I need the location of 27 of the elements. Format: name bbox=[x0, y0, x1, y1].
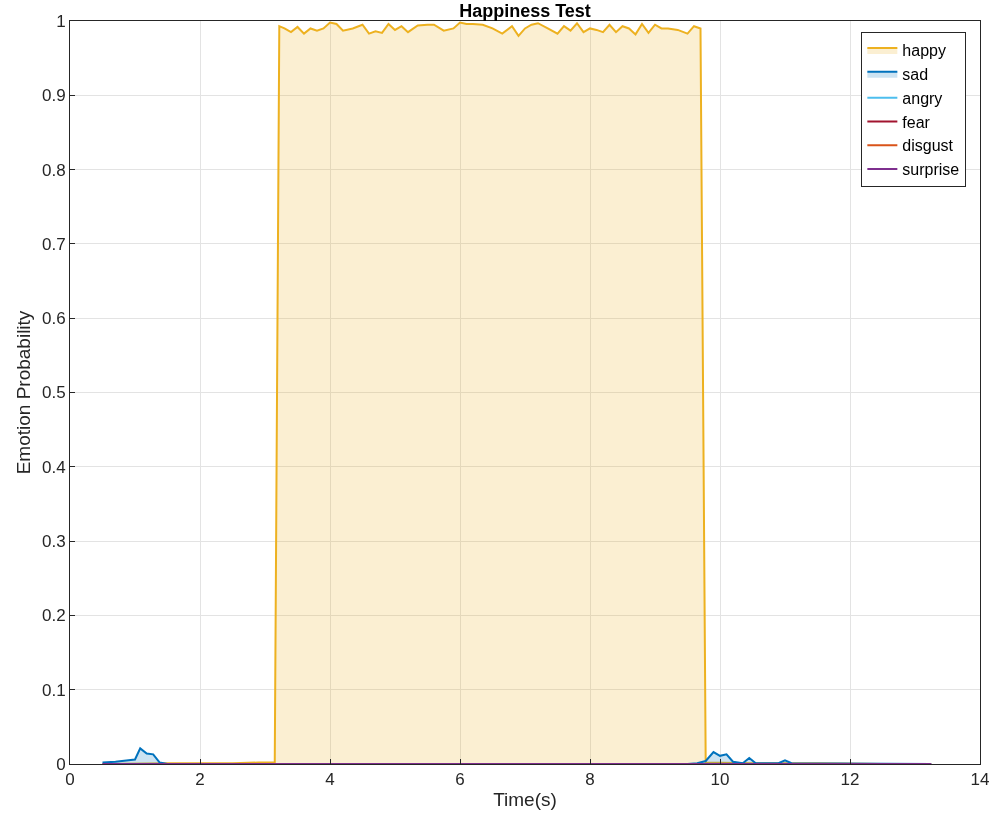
y-tick-label: 0.9 bbox=[41, 86, 66, 106]
y-tick-label: 0.2 bbox=[41, 606, 66, 626]
y-tick-label: 0 bbox=[56, 754, 66, 774]
legend-label: happy bbox=[902, 42, 946, 60]
y-tick-label: 0.5 bbox=[41, 383, 66, 403]
x-tick-label: 14 bbox=[970, 770, 990, 790]
y-axis-title: Emotion Probability bbox=[12, 310, 34, 475]
y-tick-label: 0.8 bbox=[41, 160, 66, 180]
legend-label: angry bbox=[902, 89, 943, 107]
chart-title: Happiness Test bbox=[459, 0, 591, 21]
y-tick-label: 0.1 bbox=[41, 680, 66, 700]
legend-label: fear bbox=[902, 113, 931, 131]
y-tick-label: 0.7 bbox=[41, 234, 66, 254]
y-tick-label: 0.6 bbox=[41, 309, 66, 329]
x-tick-label: 4 bbox=[325, 770, 335, 790]
x-tick-label: 6 bbox=[455, 770, 465, 790]
y-tick-label: 0.3 bbox=[41, 532, 66, 552]
x-tick-label: 2 bbox=[195, 770, 205, 790]
legend-label: surprise bbox=[902, 161, 960, 179]
x-axis-title: Time(s) bbox=[493, 789, 557, 811]
legend-label: disgust bbox=[902, 137, 954, 155]
legend-label: sad bbox=[902, 66, 929, 84]
x-tick-label: 12 bbox=[840, 770, 860, 790]
y-tick-label: 0.4 bbox=[41, 457, 66, 477]
y-tick-label: 1 bbox=[56, 11, 66, 31]
x-tick-label: 10 bbox=[710, 770, 730, 790]
x-tick-label: 8 bbox=[585, 770, 595, 790]
